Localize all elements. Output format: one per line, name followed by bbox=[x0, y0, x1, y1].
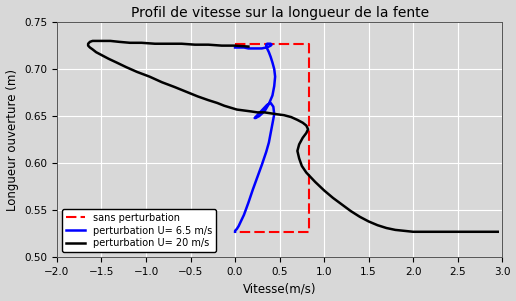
sans perturbation bbox=[234, 230, 240, 234]
Line: sans perturbation: sans perturbation bbox=[235, 44, 309, 232]
perturbation U= 6.5 m/s bbox=[232, 230, 238, 234]
sans perturbation bbox=[232, 42, 238, 45]
sans perturbation bbox=[232, 230, 238, 234]
perturbation U= 6.5 m/s bbox=[264, 42, 270, 45]
perturbation U= 20 m/s bbox=[296, 143, 302, 146]
perturbation U= 6.5 m/s bbox=[263, 43, 269, 46]
perturbation U= 6.5 m/s bbox=[232, 46, 238, 49]
perturbation U= 6.5 m/s bbox=[266, 50, 272, 54]
perturbation U= 20 m/s bbox=[365, 220, 372, 223]
X-axis label: Vitesse(m/s): Vitesse(m/s) bbox=[243, 282, 316, 296]
perturbation U= 20 m/s bbox=[300, 121, 306, 125]
Legend: sans perturbation, perturbation U= 6.5 m/s, perturbation U= 20 m/s: sans perturbation, perturbation U= 6.5 m… bbox=[62, 209, 216, 252]
Title: Profil de vitesse sur la longueur de la fente: Profil de vitesse sur la longueur de la … bbox=[131, 5, 429, 20]
perturbation U= 6.5 m/s bbox=[236, 46, 243, 49]
perturbation U= 20 m/s bbox=[89, 39, 95, 43]
Y-axis label: Longueur ouverture (m): Longueur ouverture (m) bbox=[6, 69, 19, 211]
perturbation U= 20 m/s bbox=[245, 45, 251, 48]
perturbation U= 6.5 m/s bbox=[268, 101, 274, 105]
perturbation U= 20 m/s bbox=[294, 149, 300, 153]
perturbation U= 20 m/s bbox=[228, 106, 234, 110]
sans perturbation bbox=[241, 42, 248, 45]
perturbation U= 6.5 m/s bbox=[270, 105, 277, 109]
perturbation U= 20 m/s bbox=[288, 115, 294, 119]
sans perturbation bbox=[306, 134, 312, 138]
sans perturbation bbox=[259, 42, 265, 45]
sans perturbation bbox=[279, 42, 285, 45]
perturbation U= 6.5 m/s bbox=[266, 141, 272, 144]
Line: perturbation U= 6.5 m/s: perturbation U= 6.5 m/s bbox=[235, 44, 275, 232]
sans perturbation bbox=[306, 230, 312, 234]
Line: perturbation U= 20 m/s: perturbation U= 20 m/s bbox=[88, 41, 498, 232]
perturbation U= 20 m/s bbox=[495, 230, 501, 234]
sans perturbation bbox=[247, 42, 253, 45]
